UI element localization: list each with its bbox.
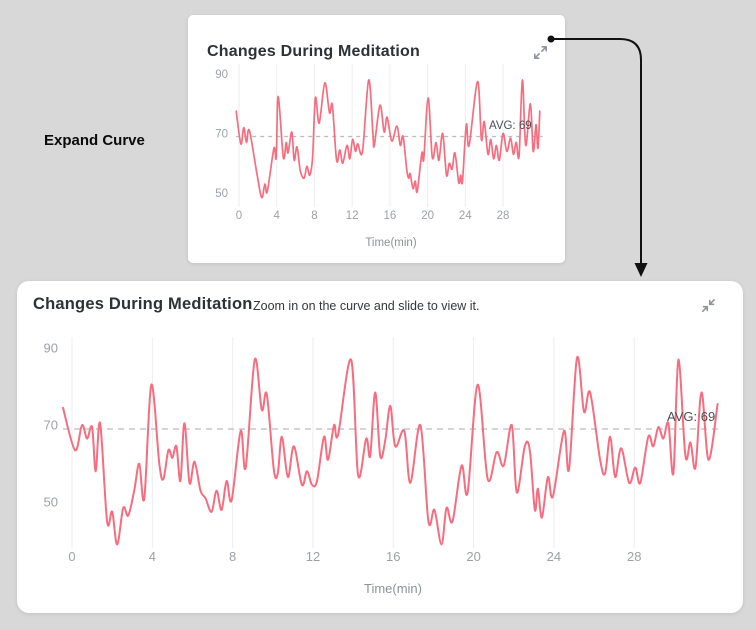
collapse-button[interactable] <box>698 295 719 316</box>
preview-chart: 0 4 8 12 16 20 24 28 90 70 50 AVG: 69 Time(min) <box>215 64 543 249</box>
x-axis-title: Time(min) <box>365 237 416 249</box>
x-tick-label: 0 <box>236 210 242 222</box>
y-tick-label: 70 <box>215 129 228 141</box>
connector-arrowhead <box>634 263 648 277</box>
y-tick-label: 90 <box>44 341 58 356</box>
x-axis-title: Time(min) <box>364 581 422 596</box>
x-tick-label: 28 <box>627 549 641 564</box>
x-tick-label: 4 <box>149 549 156 564</box>
expanded-card-title: Changes During Meditation <box>33 295 253 313</box>
y-tick-label: 50 <box>215 188 228 200</box>
expanded-chart[interactable]: 0 4 8 12 16 20 24 28 90 70 50 AVG: 69 Time(min) <box>17 281 743 613</box>
x-tick-label: 20 <box>466 549 480 564</box>
y-tick-label: 50 <box>44 495 58 510</box>
expand-curve-label: Expand Curve <box>44 132 145 149</box>
heart-rate-curve <box>62 355 719 546</box>
preview-card-title: Changes During Meditation <box>207 43 420 60</box>
x-tick-label: 0 <box>68 549 75 564</box>
x-tick-label: 16 <box>383 210 396 222</box>
connector-line <box>554 38 642 264</box>
x-tick-label: 28 <box>497 210 510 222</box>
x-tick-label: 24 <box>547 549 561 564</box>
x-tick-label: 8 <box>311 210 317 222</box>
x-tick-label: 4 <box>274 210 281 222</box>
x-tick-label: 16 <box>386 549 400 564</box>
expand-arrows-icon <box>534 46 547 59</box>
y-tick-label: 70 <box>44 418 58 433</box>
expanded-card-subtitle: Zoom in on the curve and slide to view i… <box>253 299 480 313</box>
avg-label: AVG: 69 <box>667 409 715 424</box>
collapse-arrows-icon <box>702 299 715 312</box>
expanded-card: Changes During Meditation Zoom in on the… <box>17 281 743 613</box>
y-tick-label: 90 <box>215 69 228 81</box>
x-tick-label: 20 <box>421 210 434 222</box>
x-tick-label: 12 <box>306 549 320 564</box>
avg-label: AVG: 69 <box>489 120 532 132</box>
heart-rate-curve <box>235 79 541 199</box>
x-tick-label: 8 <box>229 549 236 564</box>
x-tick-label: 12 <box>346 210 359 222</box>
expand-button[interactable] <box>530 42 551 63</box>
preview-card: Changes During Meditation 0 4 8 12 16 20 24 28 9… <box>188 15 565 263</box>
x-tick-label: 24 <box>459 210 472 222</box>
